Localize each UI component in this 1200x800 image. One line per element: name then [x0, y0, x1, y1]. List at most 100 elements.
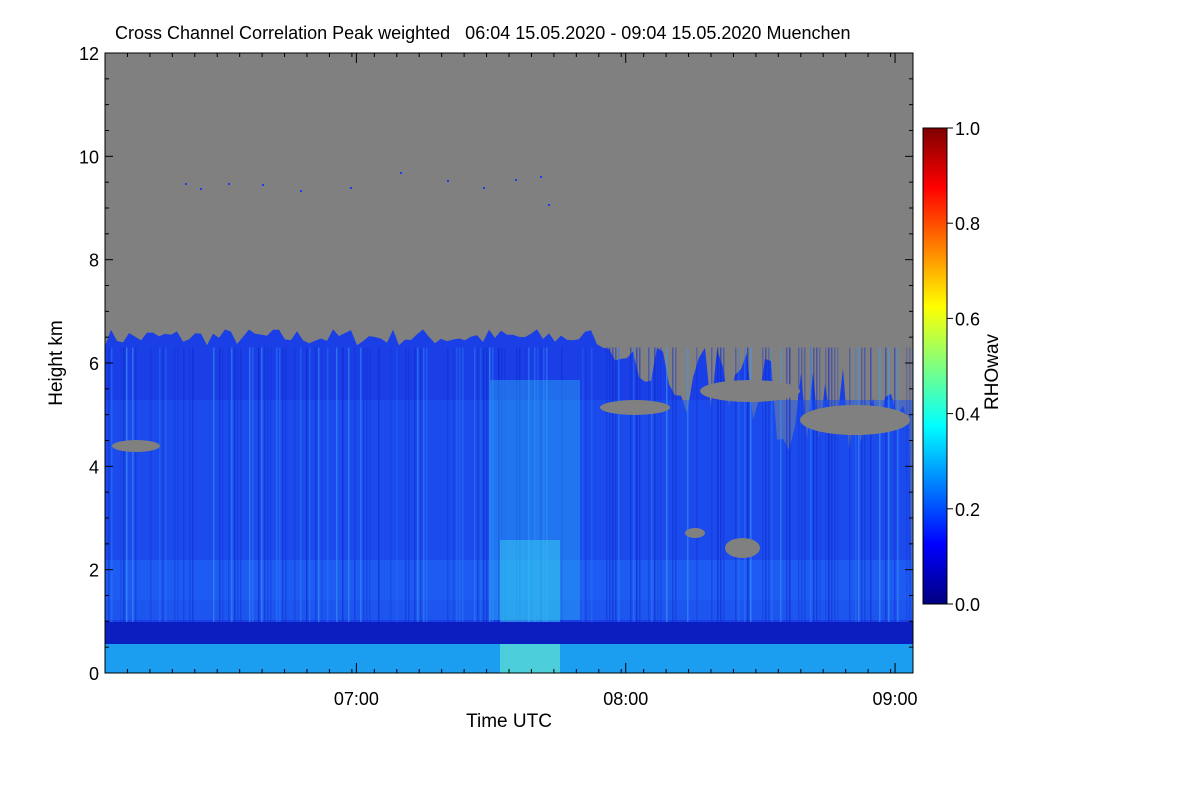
no-data-hole — [725, 538, 760, 558]
streak — [540, 347, 542, 673]
streak — [219, 347, 221, 673]
streak — [456, 347, 458, 673]
x-tick-label: 09:00 — [873, 689, 918, 709]
streak — [768, 347, 770, 673]
streak — [528, 347, 530, 673]
bright-plume-core — [500, 540, 560, 630]
streak — [657, 347, 659, 673]
y-tick-label: 8 — [89, 251, 99, 271]
streak — [159, 347, 161, 673]
streak — [498, 347, 500, 673]
streak — [651, 347, 653, 673]
streak — [888, 347, 890, 673]
streak — [885, 347, 887, 673]
streak — [486, 347, 488, 673]
streak — [810, 347, 812, 673]
streak — [279, 347, 281, 673]
streak — [249, 347, 251, 673]
streak — [120, 347, 122, 673]
streak — [585, 347, 587, 673]
streak — [369, 347, 371, 673]
colorbar-tick-label: 0.0 — [955, 595, 980, 615]
streak — [390, 347, 392, 673]
streak — [780, 347, 782, 673]
streak — [546, 347, 548, 673]
streak — [639, 347, 641, 673]
streak — [414, 347, 416, 673]
streak — [804, 347, 806, 673]
streak — [270, 347, 272, 673]
y-tick-label: 2 — [89, 561, 99, 581]
streak — [183, 347, 185, 673]
no-data-hole — [800, 405, 910, 435]
chart-title: Cross Channel Correlation Peak weighted … — [115, 23, 851, 43]
streak — [636, 347, 638, 673]
streak — [879, 347, 881, 673]
streak — [717, 347, 719, 673]
streak — [282, 347, 284, 673]
colorbar-tick-label: 0.4 — [955, 405, 980, 425]
heatmap-plot-area — [105, 53, 913, 673]
speck — [400, 172, 402, 174]
no-data-hole — [700, 380, 800, 402]
streak — [231, 347, 233, 673]
streak — [306, 347, 308, 673]
y-tick-label: 10 — [79, 147, 99, 167]
streak — [237, 347, 239, 673]
streak — [825, 347, 827, 673]
streak — [537, 347, 539, 673]
streak — [675, 347, 677, 673]
streak — [378, 347, 380, 673]
x-axis: 07:00 08:00 09:00 — [104, 53, 918, 709]
surface-bright-patch — [500, 644, 560, 673]
streak — [165, 347, 167, 673]
streak — [747, 347, 749, 673]
colorbar-ticks: 0.0 0.2 0.4 0.6 0.8 1.0 — [947, 119, 980, 615]
streak — [480, 347, 482, 673]
streak — [150, 347, 152, 673]
streak — [633, 347, 635, 673]
colorbar — [922, 127, 948, 605]
streak — [837, 347, 839, 673]
streak — [630, 347, 632, 673]
mid-layer-band — [105, 560, 913, 620]
streak — [267, 347, 269, 673]
streak — [738, 347, 740, 673]
streak — [894, 347, 896, 673]
y-axis: 0 2 4 6 8 10 12 — [79, 44, 913, 684]
x-tick-label: 08:00 — [603, 689, 648, 709]
streak — [744, 347, 746, 673]
streak — [591, 347, 593, 673]
streak — [462, 347, 464, 673]
streak — [258, 347, 260, 673]
streak — [174, 347, 176, 673]
streak — [423, 347, 425, 673]
streak — [561, 347, 563, 673]
streak — [615, 347, 617, 673]
streak — [870, 347, 872, 673]
streak — [813, 347, 815, 673]
streak — [348, 347, 350, 673]
streak — [315, 347, 317, 673]
streak — [363, 347, 365, 673]
streak — [666, 347, 668, 673]
streak — [111, 347, 113, 673]
streak — [858, 347, 860, 673]
streak — [609, 347, 611, 673]
streak — [798, 347, 800, 673]
streak — [483, 347, 485, 673]
streak — [408, 347, 410, 673]
speck — [185, 183, 187, 185]
streak — [459, 347, 461, 673]
streak — [582, 347, 584, 673]
colorbar-tick-label: 0.6 — [955, 309, 980, 329]
streak — [648, 347, 650, 673]
vertical-streaks — [108, 347, 913, 673]
streak — [492, 347, 494, 673]
streak — [789, 347, 791, 673]
streak — [849, 347, 851, 673]
bright-plume — [490, 380, 580, 620]
y-axis-label: Height km — [46, 320, 67, 406]
streak — [816, 347, 818, 673]
